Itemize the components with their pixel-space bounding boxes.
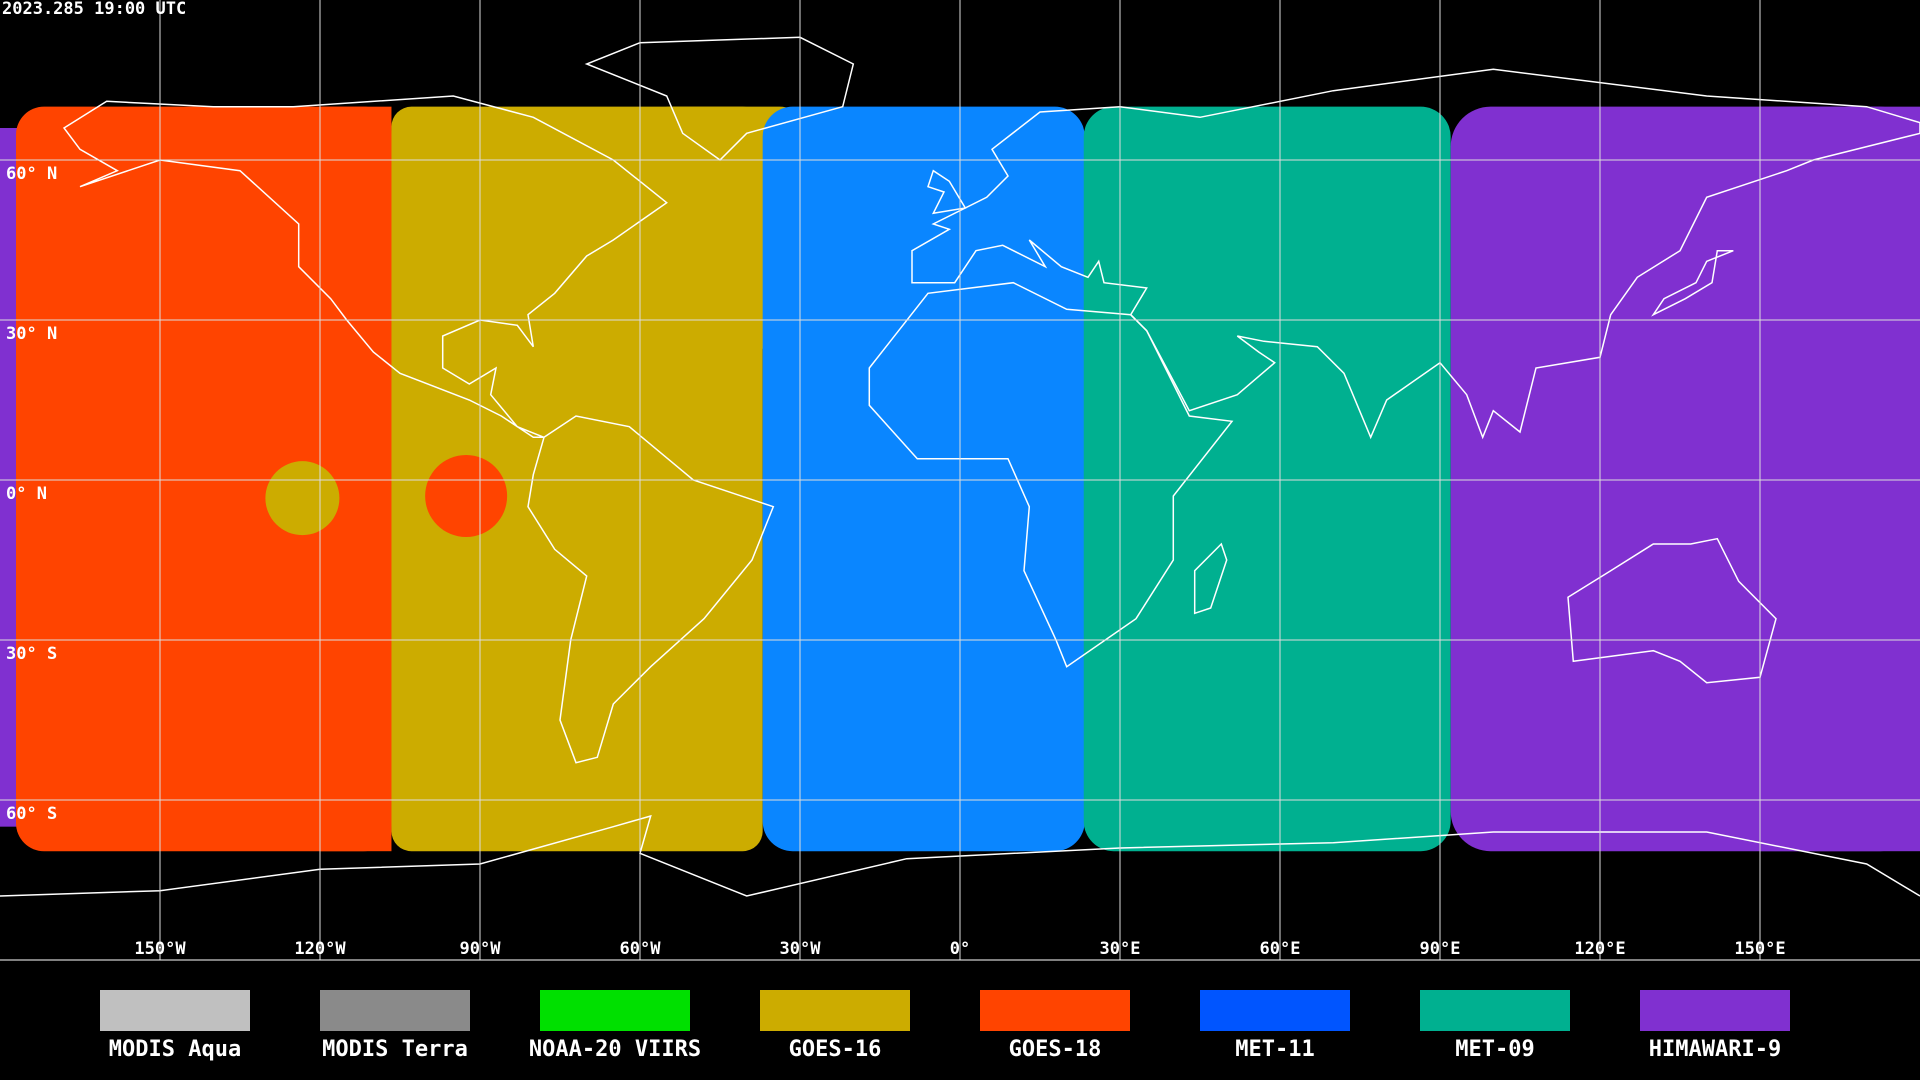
legend-swatch xyxy=(1420,990,1570,1031)
longitude-label: 30°W xyxy=(780,939,822,959)
legend-label: MET-11 xyxy=(1235,1037,1314,1062)
legend-label: MET-09 xyxy=(1455,1037,1534,1062)
legend-swatch xyxy=(100,990,250,1031)
latitude-label: 30° S xyxy=(6,644,57,664)
legend: MODIS Aqua MODIS Terra NOAA-20 VIIRS GOES-1… xyxy=(100,990,1790,1062)
coastline xyxy=(1651,249,1734,317)
longitude-label: 60°W xyxy=(620,939,662,959)
legend-swatch xyxy=(1640,990,1790,1031)
latitude-label: 0° N xyxy=(6,484,47,504)
longitude-label: 120°W xyxy=(294,939,346,959)
coastline xyxy=(927,169,967,215)
legend-swatch xyxy=(980,990,1130,1031)
goes-16-spot xyxy=(265,461,340,536)
met-09-region xyxy=(1083,106,1451,852)
latitude-label: 60° S xyxy=(6,804,57,824)
legend-swatch xyxy=(760,990,910,1031)
longitude-label: 60°E xyxy=(1260,939,1301,959)
longitude-label: 150°W xyxy=(134,939,186,959)
coastline xyxy=(1193,542,1228,615)
legend-swatch xyxy=(320,990,470,1031)
legend-swatch xyxy=(540,990,690,1031)
longitude-label: 120°E xyxy=(1574,939,1625,959)
coastline xyxy=(527,415,775,764)
coastline xyxy=(868,281,1234,668)
coastline xyxy=(911,68,1920,440)
coastline xyxy=(1567,537,1777,684)
himawari-edge xyxy=(0,128,18,827)
legend-label: GOES-18 xyxy=(1009,1037,1102,1062)
legend-swatch xyxy=(1200,990,1350,1031)
graticule xyxy=(0,0,1920,960)
legend-label: GOES-16 xyxy=(789,1037,882,1062)
himawari-9-region xyxy=(1760,106,1920,852)
met-11-region xyxy=(762,106,1085,852)
latitude-label: 30° N xyxy=(6,324,57,344)
longitude-label: 90°W xyxy=(460,939,502,959)
latitude-label: 60° N xyxy=(6,164,57,184)
legend-label: MODIS Aqua xyxy=(109,1037,241,1062)
longitude-label: 150°E xyxy=(1734,939,1785,959)
longitude-label: 30°E xyxy=(1100,939,1141,959)
longitude-label: 0° xyxy=(950,939,970,959)
legend-label: HIMAWARI-9 xyxy=(1649,1037,1781,1062)
longitude-label: 90°E xyxy=(1420,939,1461,959)
legend-label: MODIS Terra xyxy=(322,1037,468,1062)
goes-18-spot xyxy=(425,455,508,537)
coverage-regions xyxy=(0,106,1920,852)
coastline xyxy=(584,36,855,161)
timestamp: 2023.285 19:00 UTC xyxy=(2,0,186,19)
legend-label: NOAA-20 VIIRS xyxy=(529,1037,701,1062)
goes-18-region xyxy=(16,106,392,852)
graticule-labels: 60° N 30° N 0° N 30° S 60° S 150°W 120°W 90°W 60… xyxy=(6,164,1786,959)
coastline xyxy=(0,814,1920,897)
